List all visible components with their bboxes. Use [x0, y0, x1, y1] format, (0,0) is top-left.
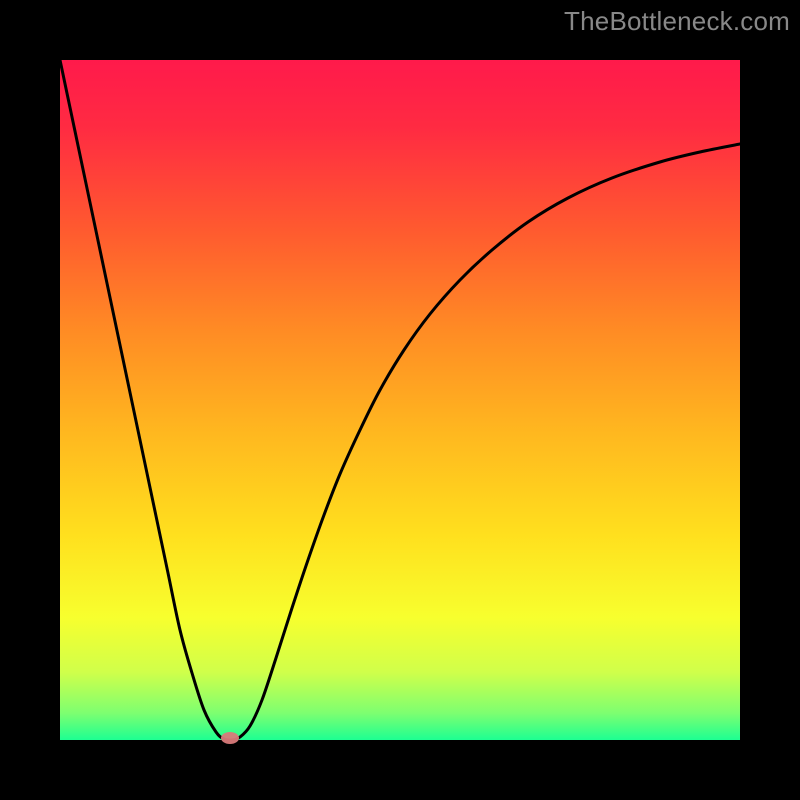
watermark-text: TheBottleneck.com [564, 6, 790, 37]
gradient-background [60, 60, 740, 740]
chart-container: TheBottleneck.com [0, 0, 800, 800]
optimal-point-marker [221, 732, 239, 744]
bottleneck-chart [0, 0, 800, 800]
